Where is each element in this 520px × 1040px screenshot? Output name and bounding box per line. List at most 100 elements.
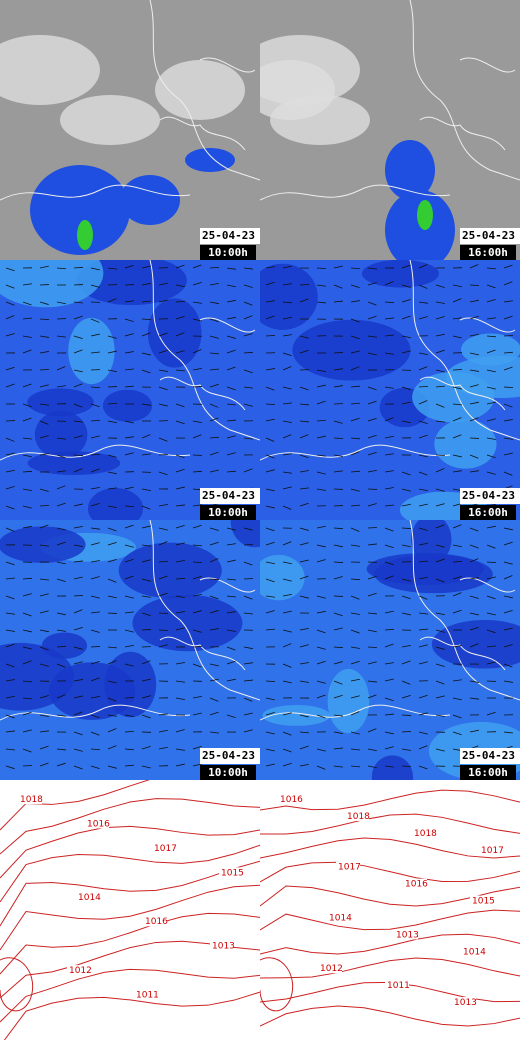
wind-arrow: [469, 595, 479, 599]
wind-arrow: [316, 629, 326, 634]
wind-arrow: [5, 663, 15, 668]
wind-arrow: [175, 680, 185, 683]
wind-zone: [118, 542, 222, 599]
wind-arrow: [282, 453, 292, 456]
wind-arrow: [158, 282, 168, 286]
wind-arrow: [22, 301, 32, 306]
wind-zone: [327, 668, 370, 734]
wind-arrow: [107, 267, 117, 270]
coastline: [199, 577, 256, 593]
wind-arrow: [401, 748, 411, 751]
wind-arrow: [124, 420, 134, 424]
wind-arrow: [367, 352, 377, 356]
wind-arrow: [282, 505, 292, 510]
wind-arrow: [486, 298, 496, 303]
wind-arrow: [209, 318, 219, 323]
wind-arrow: [5, 366, 15, 371]
isobar-label-bg: [403, 878, 427, 889]
wind-arrow: [124, 575, 134, 580]
wind-arrow: [22, 317, 32, 320]
wind-arrow: [209, 352, 219, 355]
wind-arrow: [435, 403, 445, 408]
wind-arrow: [265, 266, 275, 269]
isobar: [260, 957, 294, 1012]
wind-arrow: [209, 628, 219, 631]
wind-arrow: [141, 612, 151, 616]
wind-arrow: [418, 434, 428, 439]
wind-arrow: [282, 434, 292, 439]
wind-arrow: [5, 612, 15, 615]
wind-arrow: [124, 748, 135, 751]
wind-arrow: [452, 284, 462, 288]
wind-arrow: [107, 745, 117, 750]
wind-zone: [445, 355, 520, 399]
coastline: [409, 0, 520, 181]
wind-arrow: [73, 609, 83, 614]
wind-arrow: [486, 317, 496, 320]
wind-arrow: [452, 317, 462, 320]
wind-arrow: [209, 731, 219, 734]
wind-arrow: [141, 595, 151, 598]
wind-arrow: [418, 301, 428, 304]
wind-arrow: [316, 714, 326, 719]
wind-arrow: [367, 434, 377, 439]
wind-arrow: [22, 470, 33, 473]
wind-arrow: [226, 386, 236, 391]
wind-arrow: [209, 282, 219, 286]
wind-arrow: [418, 264, 428, 269]
wind-arrow: [282, 541, 292, 546]
wind-arrow: [384, 610, 394, 614]
wind-arrow: [90, 677, 100, 682]
isobar-label-bg: [327, 912, 351, 923]
wind-arrow: [265, 334, 276, 337]
pressure-background: [0, 780, 260, 1040]
wind-arrow: [226, 714, 236, 719]
wind-arrow: [350, 488, 360, 492]
wind-arrow: [226, 578, 236, 581]
wind-arrow: [226, 595, 236, 598]
cloud: [155, 60, 245, 120]
map: [0, 0, 260, 260]
wind-arrow: [209, 403, 219, 408]
wind-arrow: [124, 452, 134, 456]
wind-arrow: [367, 765, 377, 769]
wind-arrow: [503, 471, 513, 476]
wind-arrow: [90, 576, 100, 580]
wind-arrow: [107, 697, 117, 702]
wind-arrow: [124, 663, 134, 667]
wind-arrow: [158, 350, 168, 354]
wind-arrow: [435, 646, 445, 650]
wind-arrow: [90, 435, 100, 439]
coastline: [199, 57, 256, 73]
wind-arrow: [226, 470, 237, 473]
wind-zone: [68, 317, 115, 385]
wind-arrow: [90, 560, 100, 563]
wind-arrow: [73, 627, 83, 631]
wind-arrow: [401, 299, 411, 303]
wind-zone: [371, 755, 414, 780]
map-panel: 25-04-23 16:00h: [260, 260, 520, 520]
wind-arrow: [158, 369, 168, 372]
wind-arrow: [452, 386, 462, 390]
wind-arrow: [141, 714, 151, 719]
wind-arrow: [158, 575, 168, 580]
coastline: [149, 260, 260, 441]
wind-zone: [0, 260, 104, 308]
wind-zone: [230, 520, 260, 548]
wind-arrow: [401, 503, 411, 507]
wind-arrow: [226, 403, 236, 406]
wind-arrow: [367, 267, 377, 270]
wind-arrow: [282, 386, 292, 390]
precipitation: [120, 175, 180, 225]
wind-arrow: [316, 544, 326, 548]
wind-arrow: [384, 352, 394, 355]
wind-arrow: [141, 578, 151, 582]
wind-arrow: [265, 488, 275, 492]
wind-arrow: [226, 299, 236, 303]
wind-arrow: [175, 611, 185, 614]
wind-arrow: [401, 660, 411, 665]
wind-arrow: [333, 661, 343, 665]
wind-arrow: [5, 284, 15, 289]
wind-arrow: [384, 334, 394, 337]
